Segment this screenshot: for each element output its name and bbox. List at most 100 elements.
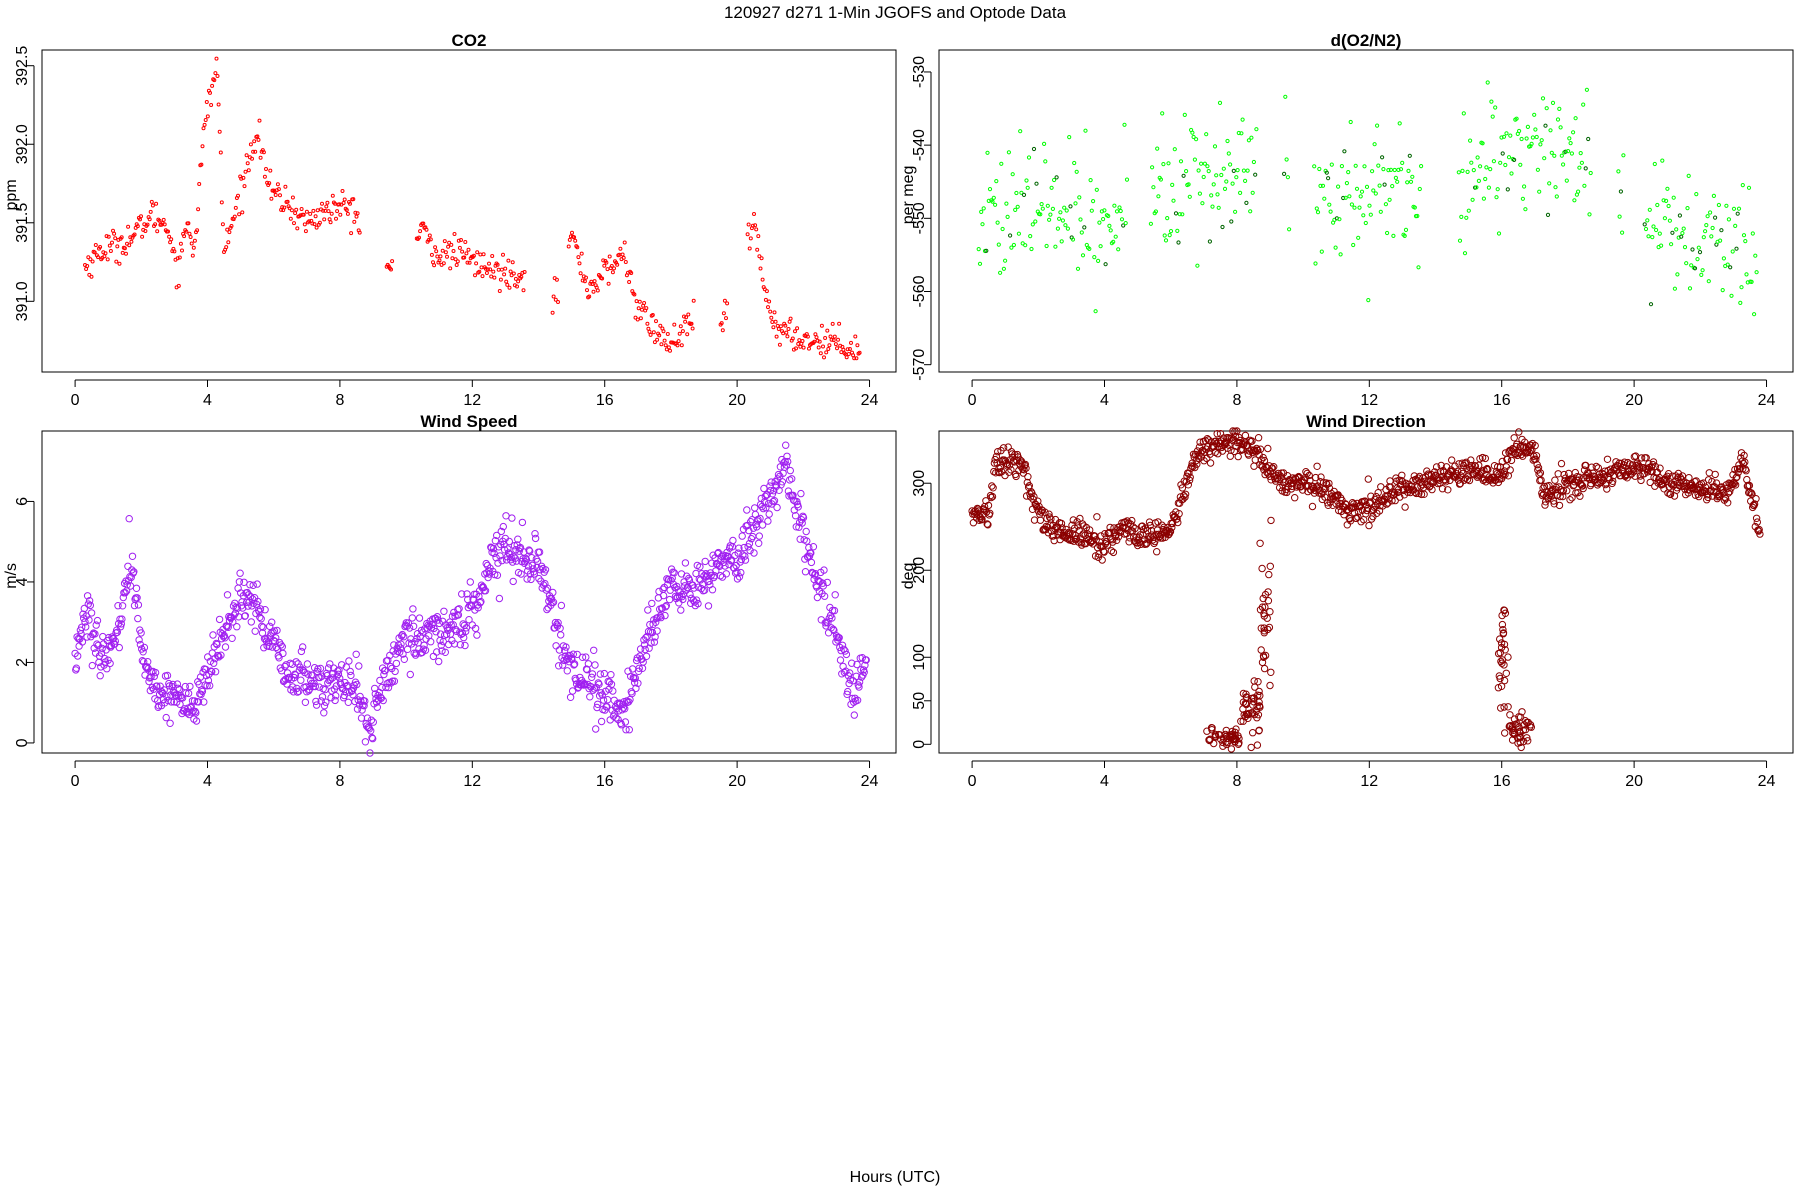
o2n2-point	[1054, 175, 1059, 180]
wind-speed-point	[376, 676, 384, 685]
wind-speed-point	[435, 657, 443, 666]
o2n2-point	[1587, 212, 1592, 217]
o2n2-point	[1123, 221, 1128, 226]
wind-speed-point	[211, 668, 220, 676]
wind-speed-point	[141, 671, 149, 679]
wind-speed-point	[291, 670, 299, 678]
wind-direction-point	[1750, 500, 1759, 508]
co2-x-tick-label: 20	[728, 392, 746, 409]
wind-direction-point	[1174, 518, 1182, 527]
wind-direction-point	[1297, 482, 1306, 490]
o2n2-point	[1065, 226, 1071, 231]
o2n2-point	[987, 187, 993, 192]
wind-speed-point	[489, 544, 498, 553]
wind-speed-point	[853, 696, 862, 704]
o2n2-point	[1243, 178, 1248, 183]
co2-point	[488, 267, 493, 272]
o2n2-point	[1357, 205, 1362, 210]
co2-point	[650, 313, 655, 317]
wind-direction-point	[1734, 468, 1742, 477]
o2n2-point	[1182, 112, 1187, 118]
wind-speed-point	[360, 702, 368, 710]
co2-point	[844, 355, 849, 360]
wind-direction-point	[1483, 464, 1491, 473]
wind-speed-point	[499, 522, 507, 531]
wind-direction-point	[1250, 462, 1258, 470]
co2-point	[474, 261, 479, 266]
o2n2-point	[1537, 189, 1542, 194]
o2n2-point	[1726, 217, 1732, 222]
wind-speed-point	[650, 638, 659, 646]
wind-speed-point	[591, 661, 599, 669]
wind-direction-point	[1069, 516, 1078, 524]
co2-point	[264, 167, 268, 171]
wind-direction-panel: Wind Direction deg 0 4 8 12 16 20 240501002003…	[900, 412, 1794, 790]
wind-speed-point	[174, 684, 182, 692]
wind-speed-point	[213, 640, 221, 649]
co2-point	[766, 305, 770, 310]
wind-speed-point	[316, 664, 325, 673]
wind-speed-point	[367, 727, 375, 735]
wind-direction-point	[1541, 501, 1549, 509]
o2n2-point	[1618, 189, 1624, 194]
co2-point	[763, 297, 768, 302]
wind-direction-point	[1101, 530, 1109, 538]
wind-speed-point	[509, 577, 517, 586]
o2n2-point	[1701, 235, 1706, 240]
wind-speed-point	[621, 718, 630, 726]
wind-speed-point	[122, 577, 130, 585]
co2-point	[451, 249, 456, 253]
co2-point	[821, 344, 825, 349]
co2-point	[186, 221, 191, 226]
co2-point	[648, 332, 653, 337]
o2n2-point	[1003, 258, 1008, 263]
wind-speed-point	[261, 606, 269, 614]
wind-speed-point	[642, 652, 651, 660]
co2-point	[302, 222, 307, 227]
wind-speed-point	[770, 497, 779, 505]
co2-point	[831, 338, 836, 343]
wind-direction-point	[1597, 478, 1605, 487]
wind-speed-point	[352, 650, 360, 658]
wind-direction-point	[1494, 463, 1502, 471]
wind-speed-point	[819, 579, 827, 587]
wind-speed-point	[386, 662, 395, 671]
co2-point	[335, 209, 340, 214]
wind-speed-point	[82, 623, 90, 631]
wind-speed-point	[696, 563, 704, 571]
o2n2-point	[1045, 203, 1050, 208]
wind-direction-points	[968, 427, 1764, 753]
co2-point	[92, 250, 97, 255]
wind-speed-y-tick-label: 0	[14, 738, 31, 747]
wind-speed-point	[275, 654, 283, 662]
co2-point	[155, 229, 160, 234]
co2-point	[499, 267, 504, 272]
wind-speed-point	[438, 647, 446, 655]
o2n2-point	[1103, 262, 1108, 267]
co2-y-tick-label: 392.5	[14, 46, 31, 86]
wind-direction-point	[994, 448, 1002, 456]
wind-direction-point	[1093, 513, 1101, 521]
co2-point	[229, 224, 234, 228]
wind-direction-point	[1047, 515, 1055, 523]
wind-speed-points	[71, 441, 870, 757]
o2n2-point	[1015, 204, 1020, 209]
wind-speed-point	[481, 587, 490, 595]
wind-speed-point	[366, 749, 374, 757]
co2-point	[427, 233, 432, 238]
wind-speed-point	[198, 687, 207, 696]
o2n2-point	[1319, 249, 1324, 254]
wind-speed-point	[256, 605, 265, 613]
o2n2-point	[1470, 197, 1475, 202]
o2n2-point	[1646, 234, 1651, 239]
wind-direction-point	[1256, 539, 1264, 547]
co2-point	[389, 267, 393, 272]
wind-speed-plot-frame	[41, 430, 897, 754]
wind-direction-point	[1374, 489, 1382, 497]
co2-point	[483, 266, 488, 271]
o2n2-point	[1118, 208, 1123, 214]
wind-direction-point	[1030, 492, 1038, 501]
wind-direction-point	[1244, 710, 1252, 719]
co2-point	[313, 214, 318, 219]
o2n2-point	[1736, 206, 1742, 211]
